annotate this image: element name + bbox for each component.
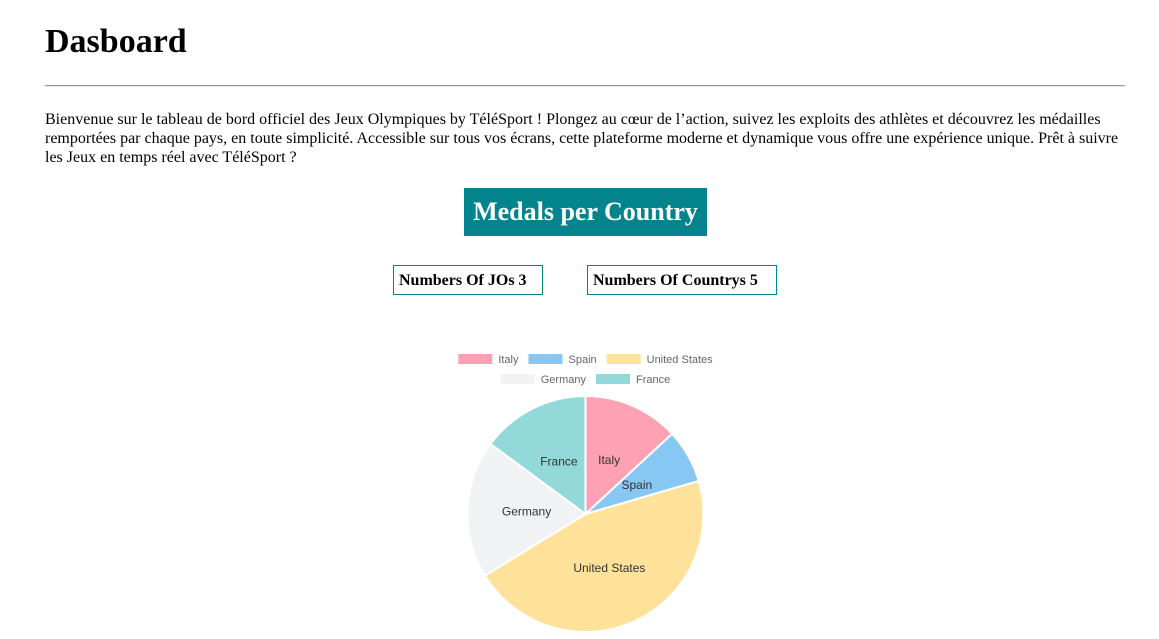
pie-label-united-states: United States [573, 561, 645, 575]
legend-label-germany[interactable]: Germany [541, 374, 587, 386]
legend-label-united-states[interactable]: United States [647, 354, 714, 366]
pie-slice-united-states[interactable] [483, 479, 705, 633]
pie-slice-france[interactable] [489, 394, 587, 516]
chart-legend: Italy Spain United States Germany France [458, 354, 713, 386]
intro-paragraph: Bienvenue sur le tableau de bord officie… [45, 111, 1119, 166]
title-divider [45, 85, 1125, 87]
pie-slice-germany[interactable] [466, 442, 588, 577]
legend-label-italy[interactable]: Italy [498, 354, 519, 366]
stat-number-of-jos: Numbers Of JOs 3 [393, 265, 543, 295]
pie-label-france: France [540, 454, 578, 468]
legend-label-france[interactable]: France [636, 374, 670, 386]
legend-swatch-germany[interactable] [500, 374, 535, 384]
page-title: Dasboard [45, 23, 187, 60]
legend-swatch-france[interactable] [596, 374, 630, 384]
pie-slice-italy[interactable] [584, 394, 674, 517]
legend-label-spain[interactable]: Spain [569, 354, 597, 366]
stat-number-of-countries: Numbers Of Countrys 5 [587, 265, 777, 295]
pie-label-germany: Germany [502, 504, 551, 518]
chart-title: Medals per Country [464, 188, 707, 236]
legend-swatch-spain[interactable] [528, 354, 563, 364]
pie-slices [466, 394, 705, 633]
pie-label-spain: Spain [621, 478, 652, 492]
pie-label-italy: Italy [598, 453, 620, 467]
legend-swatch-united-states[interactable] [606, 354, 641, 364]
legend-swatch-italy[interactable] [458, 354, 493, 364]
